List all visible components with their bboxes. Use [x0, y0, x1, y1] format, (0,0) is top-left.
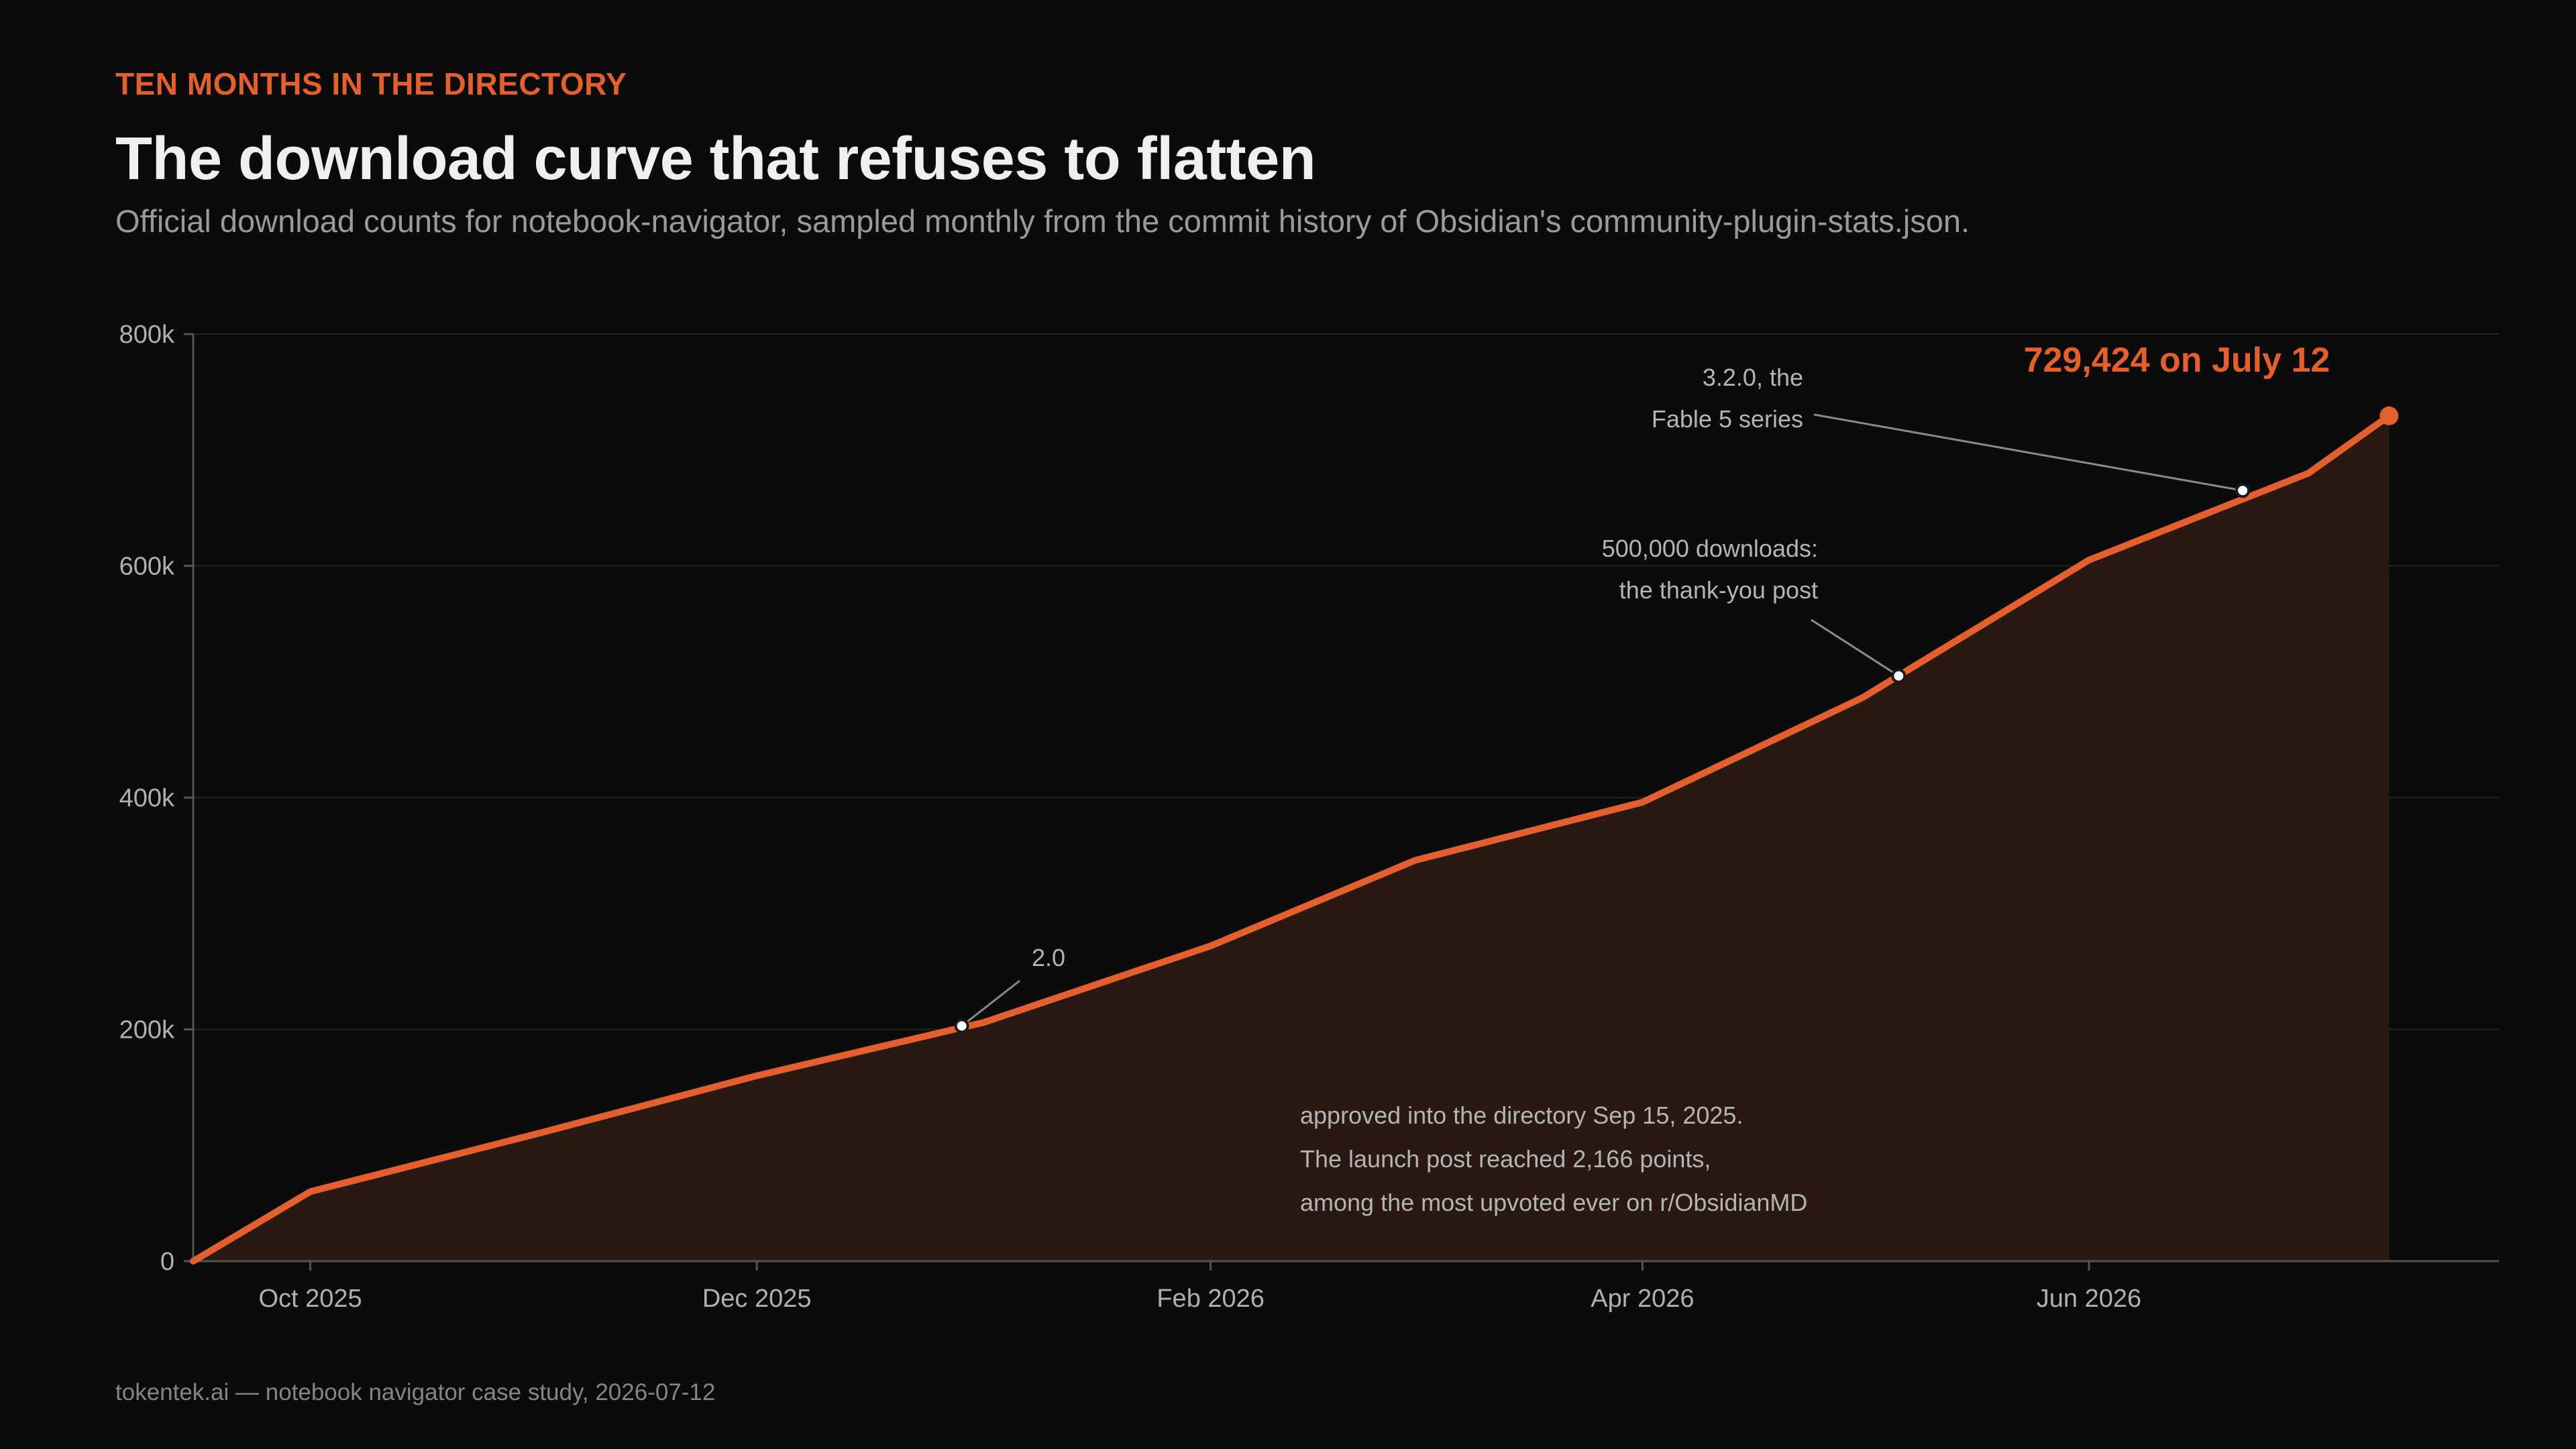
directory-note: approved into the directory Sep 15, 2025…	[1300, 1102, 1807, 1216]
annotations: 2.0 500,000 downloads: the thank-you post 3…	[954, 364, 2251, 1034]
annotation-leader	[961, 979, 1020, 1027]
y-tick-label: 0	[160, 1248, 174, 1276]
annotation-label: 3.2.0, the	[1703, 364, 1803, 391]
annotation-label: Fable 5 series	[1652, 405, 1803, 433]
annotation-marker	[1891, 668, 1907, 684]
annotation-label: the thank-you post	[1619, 576, 1818, 604]
data-point	[2379, 406, 2399, 425]
kicker: TEN MONTHS IN THE DIRECTORY	[115, 66, 627, 101]
note-line: approved into the directory Sep 15, 2025…	[1300, 1102, 1743, 1129]
endpoint-group: 729,424 on July 12	[2024, 341, 2399, 425]
end-value-label: 729,424 on July 12	[2024, 341, 2330, 380]
annotation-leader	[1811, 619, 1900, 677]
x-tick-label: Jun 2026	[2037, 1285, 2141, 1313]
y-tick-label: 600k	[119, 553, 175, 581]
x-tick-label: Dec 2025	[702, 1285, 812, 1313]
footer-credit: tokentek.ai — notebook navigator case st…	[115, 1379, 716, 1405]
annotation-marker	[2235, 483, 2251, 498]
series-line	[190, 412, 2393, 1265]
note-line: among the most upvoted ever on r/Obsidia…	[1300, 1189, 1807, 1216]
annotation-leader	[1813, 413, 2243, 492]
x-tick-label: Feb 2026	[1157, 1285, 1265, 1313]
area-fill	[193, 415, 2390, 1261]
y-tick-label: 800k	[119, 321, 175, 349]
y-tick-label: 200k	[119, 1016, 175, 1044]
annotation-label: 500,000 downloads:	[1602, 535, 1818, 562]
y-tick-label: 400k	[119, 784, 175, 812]
chart-title: The download curve that refuses to flatt…	[115, 125, 1316, 193]
note-line: The launch post reached 2,166 points,	[1300, 1145, 1711, 1173]
x-tick-label: Apr 2026	[1591, 1285, 1694, 1313]
chart-subtitle: Official download counts for notebook-na…	[115, 203, 1970, 239]
tick-labels: 0 200k 400k 600k 800k Oct 2025 Dec 2025 Feb 202…	[119, 321, 2142, 1313]
x-tick-label: Oct 2025	[258, 1285, 362, 1313]
annotation-label: 2.0	[1032, 944, 1065, 971]
annotation-marker	[954, 1018, 969, 1034]
